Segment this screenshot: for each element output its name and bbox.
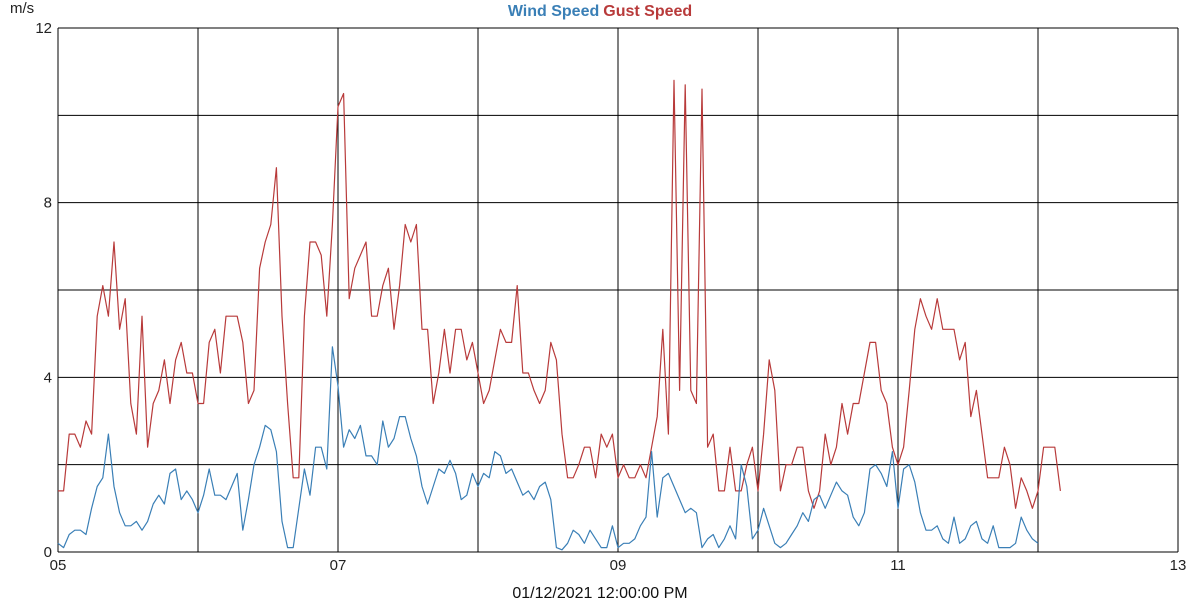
y-tick-label: 8 (44, 195, 52, 212)
legend-entry-wind-speed: Wind Speed (508, 3, 599, 20)
x-tick-label: 05 (50, 557, 67, 574)
grid-lines (57, 27, 1179, 553)
y-axis-unit-label: m/s (10, 0, 34, 17)
x-tick-label: 13 (1170, 557, 1187, 574)
data-series (57, 79, 1061, 551)
series-line-gust-speed (58, 79, 1061, 509)
x-axis-label: 01/12/2021 12:00:00 PM (512, 585, 687, 600)
x-tick-label: 09 (610, 557, 627, 574)
series-line-wind-speed (57, 346, 1039, 551)
y-tick-label: 12 (35, 20, 52, 37)
x-axis-ticks: 05 07 09 11 13 (50, 557, 1187, 574)
y-tick-label: 0 (44, 544, 52, 561)
chart-legend: Wind Speed Gust Speed (508, 3, 692, 20)
y-axis-ticks: 0 4 8 12 (35, 20, 52, 561)
y-tick-label: 4 (44, 369, 52, 386)
x-tick-label: 07 (330, 557, 347, 574)
legend-entry-gust-speed: Gust Speed (603, 3, 692, 20)
x-tick-label: 11 (890, 557, 906, 574)
